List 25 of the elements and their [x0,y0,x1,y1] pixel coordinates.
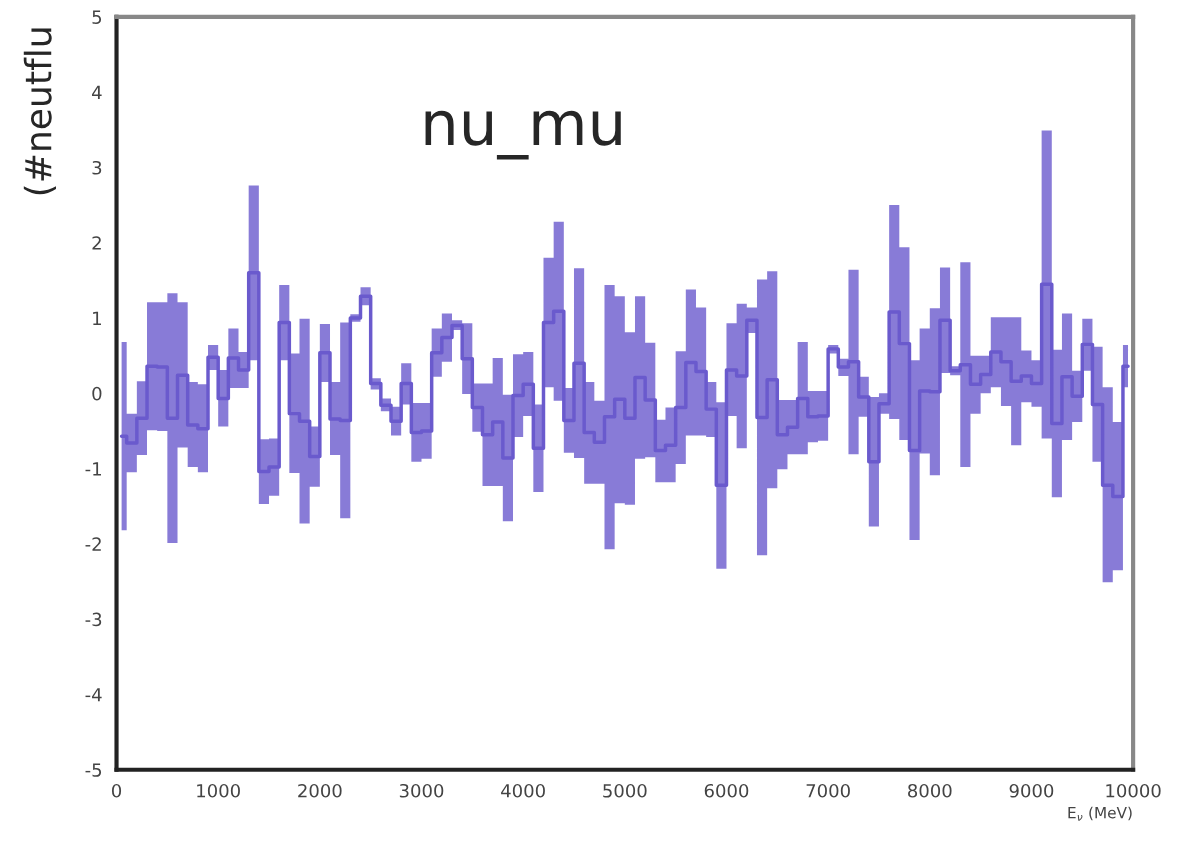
x-tick-label: 5000 [603,783,647,798]
y-tick-label: -5 [85,763,102,777]
x-tick-label: 6000 [704,783,749,798]
y-axis-title: (#neutflu [23,28,56,195]
x-tick-label: 2000 [298,783,342,798]
y-tick-label: -4 [85,688,102,702]
y-tick-label: -2 [85,537,101,551]
y-tick-label: -3 [85,612,102,627]
x-axis-title: E$_{ν}$ (MeV) [1068,806,1132,821]
x-tick-label: 4000 [501,783,545,798]
y-tick-label: 3 [92,160,102,175]
x-tick-label: 0 [111,783,122,798]
y-tick-label: 2 [92,236,101,250]
x-tick-label: 7000 [806,783,850,798]
x-tick-label: 9000 [1009,783,1054,798]
y-tick-label: -1 [85,462,101,476]
x-tick-label: 3000 [399,783,444,798]
y-tick-label: 4 [92,85,102,100]
x-tick-label: 8000 [908,783,952,798]
y-tick-label: 1 [93,311,101,325]
y-tick-label: 0 [92,386,102,401]
y-tick-label: 5 [92,10,102,24]
x-tick-label: 1000 [197,783,240,798]
x-tick-label: 10000 [1106,783,1161,798]
text: nu_mu [425,110,621,160]
